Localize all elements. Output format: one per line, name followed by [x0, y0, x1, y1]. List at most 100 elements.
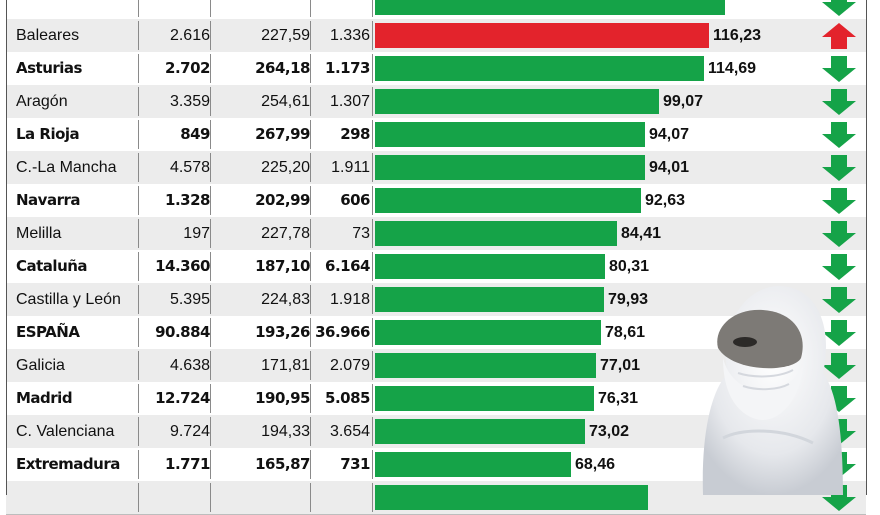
column-separator — [372, 120, 373, 149]
cell-a — [140, 0, 210, 19]
cell-c — [312, 0, 370, 19]
cell-region: ESPAÑA — [16, 323, 80, 341]
column-separator — [210, 285, 211, 314]
bar-value-label: 77,01 — [600, 357, 641, 374]
incidence-bar — [375, 353, 596, 378]
hazmat-suit-person-photo — [702, 286, 843, 495]
incidence-bar — [375, 23, 709, 48]
cell-region: Cataluña — [16, 257, 88, 275]
column-separator — [372, 450, 373, 479]
column-separator — [310, 219, 311, 248]
column-separator — [138, 120, 139, 149]
arrow-down-icon — [822, 386, 856, 412]
table-row — [6, 0, 866, 19]
arrow-up-icon — [822, 23, 856, 49]
incidence-bar — [375, 56, 704, 81]
cell-region: C.-La Mancha — [16, 159, 117, 176]
bar-value-label: 94,01 — [649, 159, 690, 176]
arrow-down-icon — [822, 89, 856, 115]
cell-a: 12.724 — [155, 389, 210, 407]
cell-a: 4.578 — [169, 159, 210, 176]
incidence-bar — [375, 419, 585, 444]
incidence-bar — [375, 221, 617, 246]
column-separator — [138, 0, 139, 17]
column-separator — [310, 483, 311, 512]
incidence-bar — [375, 89, 659, 114]
cell-region: Galicia — [16, 357, 65, 374]
bar-value-label: 79,93 — [608, 291, 649, 308]
cell-region: Aragón — [16, 93, 68, 110]
table-row: Castilla y León 5.395 224,83 1.918 79,93 — [6, 283, 866, 316]
incidence-bar — [375, 320, 601, 345]
cell-b: 254,61 — [261, 93, 310, 110]
column-separator — [138, 186, 139, 215]
column-separator — [310, 450, 311, 479]
cell-b: 165,87 — [255, 455, 310, 473]
column-separator — [372, 351, 373, 380]
column-separator — [138, 252, 139, 281]
column-separator — [310, 384, 311, 413]
bar-value-label: 94,07 — [649, 126, 690, 143]
column-separator — [210, 0, 211, 17]
column-separator — [138, 483, 139, 512]
cell-region: Castilla y León — [16, 291, 121, 308]
cell-a: 2.616 — [169, 27, 210, 44]
cell-c: 1.336 — [329, 27, 370, 44]
cell-c: 73 — [352, 225, 370, 242]
column-separator — [372, 483, 373, 512]
cell-a: 9.724 — [169, 423, 210, 440]
table-row: Asturias 2.702 264,18 1.173 114,69 — [6, 52, 866, 85]
column-separator — [138, 285, 139, 314]
cell-b: 202,99 — [255, 191, 310, 209]
column-separator — [372, 186, 373, 215]
cell-c: 2.079 — [329, 357, 370, 374]
column-separator — [138, 54, 139, 83]
incidence-bar — [375, 485, 648, 510]
cell-region: Extremadura — [16, 455, 120, 473]
bar-value-label: 92,63 — [645, 192, 686, 209]
cell-c: 606 — [340, 191, 370, 209]
column-separator — [310, 120, 311, 149]
table-row: C.-La Mancha 4.578 225,20 1.911 94,01 — [6, 151, 866, 184]
bar-value-label: 73,02 — [589, 423, 630, 440]
incidence-bar — [375, 0, 725, 15]
column-separator — [138, 219, 139, 248]
column-separator — [210, 219, 211, 248]
cell-b: 190,95 — [255, 389, 310, 407]
column-separator — [210, 120, 211, 149]
column-separator — [310, 0, 311, 17]
cell-c: 298 — [340, 125, 370, 143]
column-separator — [372, 21, 373, 50]
cell-c: 1.911 — [331, 159, 370, 176]
column-separator — [372, 54, 373, 83]
cell-b: 225,20 — [261, 159, 310, 176]
column-separator — [138, 351, 139, 380]
column-separator — [310, 87, 311, 116]
incidence-bar — [375, 188, 641, 213]
arrow-down-icon — [822, 122, 856, 148]
cell-b: 193,26 — [255, 323, 310, 341]
column-separator — [138, 318, 139, 347]
column-separator — [372, 87, 373, 116]
cell-a: 1.771 — [165, 455, 210, 473]
table-row: Navarra 1.328 202,99 606 92,63 — [6, 184, 866, 217]
bar-value-label: 80,31 — [609, 258, 650, 275]
cell-region: Melilla — [16, 225, 62, 242]
cell-c: 1.173 — [325, 59, 370, 77]
column-separator — [310, 351, 311, 380]
arrow-down-icon — [822, 155, 856, 181]
column-separator — [210, 450, 211, 479]
column-separator — [138, 450, 139, 479]
cell-c: 3.654 — [329, 423, 370, 440]
table-border — [6, 0, 7, 495]
cell-c: 731 — [340, 455, 370, 473]
table-row: Melilla 197 227,78 73 84,41 — [6, 217, 866, 250]
column-separator — [372, 153, 373, 182]
column-separator — [372, 219, 373, 248]
cell-region: Baleares — [16, 27, 80, 44]
table-border — [866, 0, 867, 495]
bar-value-label: 76,31 — [598, 390, 639, 407]
arrow-down-icon — [822, 353, 856, 379]
column-separator — [138, 87, 139, 116]
cell-a: 14.360 — [155, 257, 210, 275]
